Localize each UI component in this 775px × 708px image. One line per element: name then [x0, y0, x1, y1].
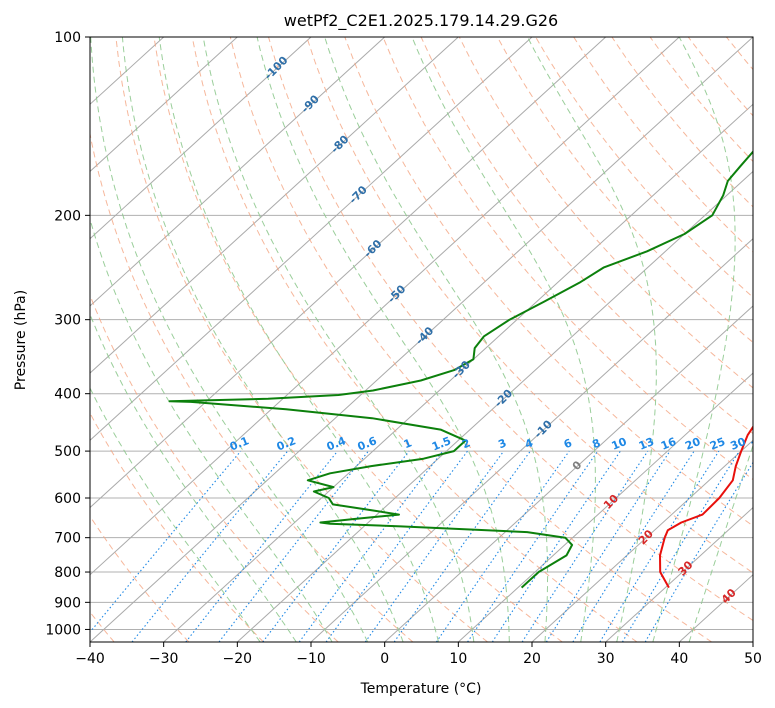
y-axis-label: Pressure (hPa): [13, 290, 29, 390]
isotherm-line: [90, 37, 680, 576]
moist-adiabat: [324, 37, 549, 642]
dry-adiabat: [496, 37, 753, 344]
dry-adiabat: [115, 37, 488, 642]
dry-adiabat: [191, 37, 638, 642]
plot-frame: [89, 36, 754, 643]
isotherm-line: [531, 439, 753, 642]
mixing-ratio-label: 30: [728, 435, 747, 453]
x-tick-label: −10: [296, 651, 326, 667]
x-tick-label: 50: [744, 651, 762, 667]
mixing-ratio-label: 36: [749, 435, 768, 453]
moist-adiabat: [256, 37, 510, 642]
moist-adiabat: [121, 37, 404, 642]
mixing-ratio-line: [185, 450, 339, 642]
isotherm-line: [90, 37, 607, 509]
y-tick-label: 100: [54, 30, 81, 46]
dry-adiabat: [90, 412, 264, 642]
mixing-ratio-line: [621, 450, 740, 642]
dry-adiabat: [535, 37, 753, 298]
isotherm-line: [163, 103, 753, 642]
mixing-ratio-line: [521, 450, 649, 642]
isotherm-line: [90, 37, 386, 307]
chart-title: wetPf2_C2E1.2025.179.14.29.G26: [284, 11, 558, 31]
isotherm-line: [310, 237, 753, 642]
moist-adiabat: [688, 444, 753, 642]
temperature-line: [659, 425, 753, 589]
profile-lines: [168, 150, 753, 589]
dry-adiabat: [268, 37, 753, 622]
dry-adiabat: [382, 37, 753, 481]
mixing-ratio-line: [435, 450, 570, 642]
y-tick-label: 600: [54, 491, 81, 507]
isotherm-line: [384, 305, 753, 642]
mixing-ratio-label: 1: [402, 436, 414, 451]
isotherm-line: [90, 37, 533, 442]
mixing-ratio-label: 20: [683, 435, 702, 453]
mixing-ratio-label: 13: [637, 435, 656, 453]
mixing-ratio-line: [262, 450, 410, 642]
mixing-ratio-label: 10: [610, 435, 629, 453]
x-tick-label: 10: [449, 651, 467, 667]
x-tick-label: −40: [75, 651, 105, 667]
y-tick-label: 500: [54, 444, 81, 460]
x-axis-label: Temperature (°C): [360, 681, 482, 697]
x-tick-label: −30: [149, 651, 179, 667]
mixing-ratio-label: 8: [590, 436, 602, 451]
y-tick-label: 700: [54, 531, 81, 547]
x-tick-label: 40: [670, 651, 688, 667]
mixing-ratio-line: [545, 450, 671, 642]
dry-adiabat: [90, 515, 190, 642]
isotherm-line: [90, 37, 312, 240]
mixing-ratio-line: [572, 450, 695, 642]
moist-adiabat: [202, 37, 475, 642]
y-tick-label: 900: [54, 595, 81, 611]
mixing-ratio-line: [90, 450, 242, 633]
moist-adiabat: [411, 37, 596, 642]
y-tick-label: 400: [54, 387, 81, 403]
moist-adiabat: [90, 313, 297, 642]
mixing-ratio-label: 25: [708, 435, 727, 453]
y-tick-label: 800: [54, 565, 81, 581]
y-tick-label: 200: [54, 208, 81, 224]
y-tick-label: 1000: [45, 622, 81, 638]
background-lines: [90, 37, 753, 642]
dry-adiabat: [153, 37, 563, 642]
y-tick-label: 300: [54, 313, 81, 329]
moist-adiabat: [652, 37, 736, 642]
moist-adiabat: [90, 37, 369, 642]
x-tick-label: 0: [380, 651, 389, 667]
mixing-ratio-line: [325, 450, 468, 642]
mixing-ratio-label: 2: [460, 436, 472, 451]
mixing-ratio-line: [491, 450, 621, 642]
mixing-ratio-line: [364, 450, 505, 642]
dry-adiabat: [344, 37, 753, 527]
y-axis: 100 200 300 400 500 600 700 800 900 1000: [45, 30, 90, 638]
isotherm-line: [90, 37, 753, 642]
dry-adiabat: [306, 37, 753, 574]
mixing-ratio-label: 3: [496, 436, 508, 451]
isotherm-line: [90, 37, 459, 374]
mixing-ratio-line: [298, 450, 444, 642]
mixing-ratio-line: [467, 450, 599, 642]
mixing-ratio-line: [131, 450, 289, 642]
mixing-ratio-line: [393, 450, 531, 642]
moist-adiabat: [90, 387, 261, 642]
x-tick-label: −20: [223, 651, 253, 667]
isotherm-line: [605, 506, 753, 642]
mixing-ratio-label: 16: [659, 435, 678, 453]
x-axis: −40 −30 −20 −10 0 10 20 30 40 50: [75, 642, 762, 667]
x-tick-label: 30: [597, 651, 615, 667]
isotherm-line: [90, 37, 238, 173]
isotherm-line: [236, 170, 753, 642]
dry-adiabat: [229, 37, 712, 642]
moist-adiabat: [90, 217, 333, 642]
x-tick-label: 20: [523, 651, 541, 667]
dry-adiabat: [90, 131, 414, 642]
dewpoint-line: [168, 150, 753, 589]
moist-adiabat: [158, 37, 439, 642]
